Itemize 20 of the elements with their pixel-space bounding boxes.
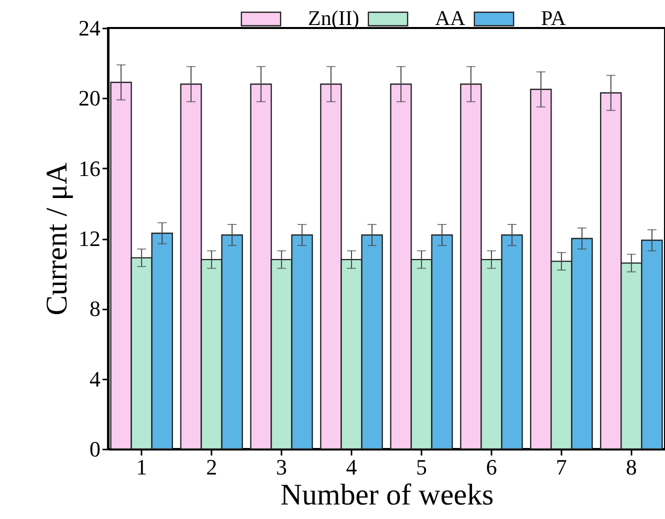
x-tick-label: 5 — [416, 454, 427, 480]
y-tick-label: 20 — [78, 86, 100, 111]
x-tick-label: 7 — [556, 454, 567, 480]
x-axis-title: Number of weeks — [280, 478, 494, 512]
y-tick-label: 4 — [90, 366, 100, 392]
legend-label: AA — [435, 6, 466, 30]
y-tick-label: 16 — [78, 156, 100, 181]
y-tick-label: 0 — [90, 436, 100, 462]
y-axis-title: Current / μA — [40, 162, 74, 316]
x-tick-label: 8 — [626, 454, 637, 480]
y-tick-label: 12 — [78, 226, 100, 251]
y-tick-label: 24 — [78, 16, 100, 40]
y-tick-label: 8 — [90, 296, 100, 322]
legend-label: PA — [541, 6, 567, 30]
x-tick-label: 2 — [206, 454, 218, 480]
x-tick-label: 1 — [136, 454, 148, 480]
x-tick-label: 4 — [346, 454, 358, 480]
legend-label: Zn(II) — [308, 6, 360, 30]
x-tick-label: 3 — [276, 454, 288, 480]
x-tick-label: 6 — [486, 454, 497, 480]
